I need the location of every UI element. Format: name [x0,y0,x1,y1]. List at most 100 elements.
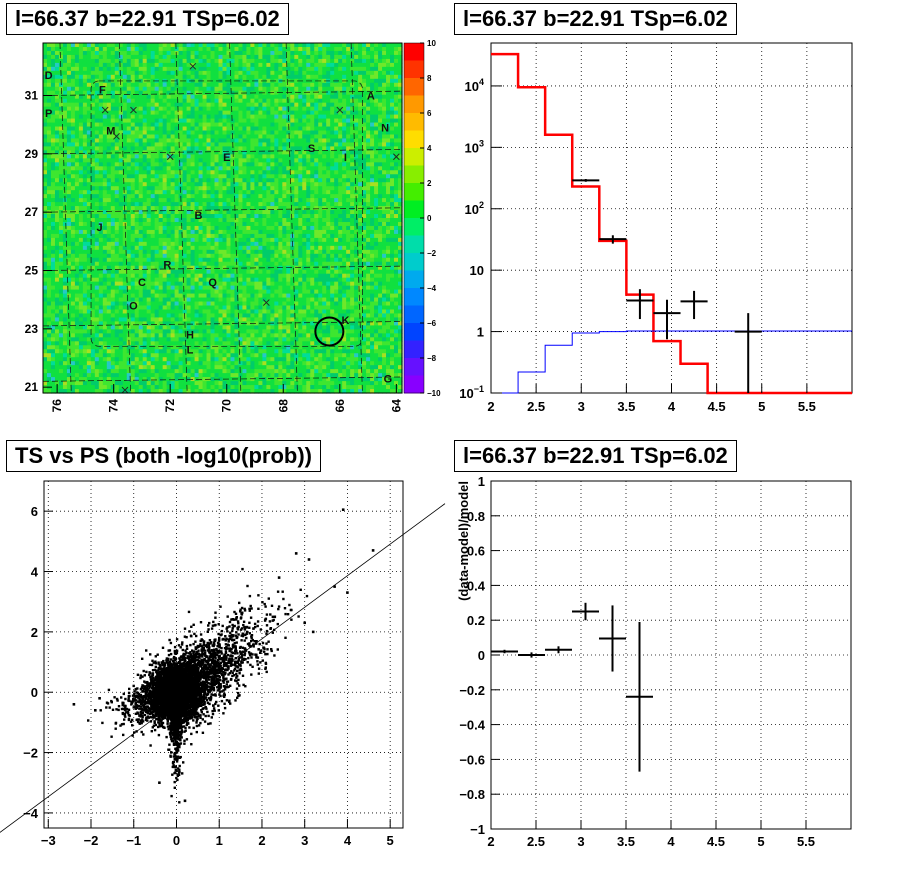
heatmap-cell [130,158,136,163]
heatmap-cell [146,269,152,275]
heatmap-cell [266,225,271,231]
heatmap-cell [230,70,236,76]
heatmap-cell [98,202,104,207]
heatmap-cell [210,43,216,48]
heatmap-cell [142,305,148,311]
heatmap-cell [158,142,164,148]
heatmap-cell [186,389,192,394]
heatmap-cell [182,154,188,159]
heatmap-cell [90,297,96,303]
heatmap-cell [130,225,136,231]
heatmap-cell [254,86,259,92]
heatmap-cell [198,186,204,191]
heatmap-cell [246,182,252,187]
heatmap-cell [226,237,232,243]
heatmap-cell [43,313,48,319]
heatmap-cell [74,58,80,64]
heatmap-cell [174,265,180,271]
heatmap-cell [150,333,156,338]
heatmap-cell [250,202,256,207]
heatmap-cell [86,289,92,295]
heatmap-cell [178,210,184,215]
heatmap-cell [214,186,220,191]
heatmap-cell [138,126,144,132]
heatmap-cell [66,353,72,358]
heatmap-cell [130,114,136,120]
heatmap-cell [94,229,100,235]
heatmap-cell [114,174,120,179]
heatmap-cell [246,106,252,112]
heatmap-cell [198,194,204,199]
heatmap-cell [62,281,68,287]
heatmap-cell [58,349,64,354]
heatmap-cell [43,190,48,195]
heatmap-cell [174,373,180,378]
heatmap-cell [258,317,263,323]
heatmap-cell [110,174,116,179]
heatmap-cell [246,261,252,267]
heatmap-cell [122,198,128,203]
heatmap-cell [198,317,204,323]
heatmap-cell [58,357,64,362]
heatmap-cell [158,78,164,84]
heatmap-cell [178,261,184,267]
heatmap-cell [238,114,244,120]
heatmap-cell [102,345,108,350]
heatmap-cell [150,66,156,72]
heatmap-cell [118,138,124,144]
heatmap-cell [170,62,176,68]
heatmap-cell [122,345,128,350]
heatmap-cell [126,110,132,116]
heatmap-cell [74,62,80,68]
heatmap-cell [198,114,204,120]
heatmap-cell [214,309,220,315]
heatmap-cell [202,229,208,235]
heatmap-cell [46,349,52,354]
heatmap-cell [210,345,216,350]
heatmap-cell [142,273,148,279]
heatmap-cell [210,249,216,255]
heatmap-cell [94,214,100,219]
heatmap-cell [86,365,92,370]
heatmap-cell [194,198,200,203]
heatmap-cell [162,337,168,342]
heatmap-cell [70,353,76,358]
heatmap-cell [46,261,52,267]
heatmap-cell [218,150,224,155]
heatmap-cell [102,154,108,159]
heatmap-cell [138,218,144,223]
heatmap-cell [210,221,216,227]
heatmap-cell [154,341,160,346]
heatmap-cell [158,365,164,370]
heatmap-cell [106,321,112,326]
heatmap-cell [226,317,232,323]
heatmap-cell [78,138,84,144]
heatmap-cell [218,285,224,291]
heatmap-cell [246,174,252,179]
heatmap-cell [222,158,228,163]
heatmap-cell [126,46,132,52]
heatmap-cell [82,373,88,378]
heatmap-cell [146,293,152,299]
heatmap-cell [262,297,267,303]
heatmap-cell [222,74,228,80]
heatmap-cell [234,66,240,72]
heatmap-cell [50,385,56,390]
heatmap-cell [54,202,60,207]
heatmap-cell [222,98,228,104]
heatmap-cell [106,50,112,56]
heatmap-cell [198,174,204,179]
heatmap-cell [150,110,156,116]
heatmap-cell [242,329,248,334]
heatmap-cell [246,361,252,366]
heatmap-cell [50,190,56,195]
heatmap-cell [43,198,48,203]
heatmap-cell [62,166,68,171]
heatmap-cell [226,118,232,124]
heatmap-cell [198,281,204,287]
heatmap-cell [166,293,172,299]
heatmap-cell [154,162,160,167]
heatmap-cell [230,154,236,159]
heatmap-cell [62,114,68,120]
heatmap-cell [266,221,271,227]
